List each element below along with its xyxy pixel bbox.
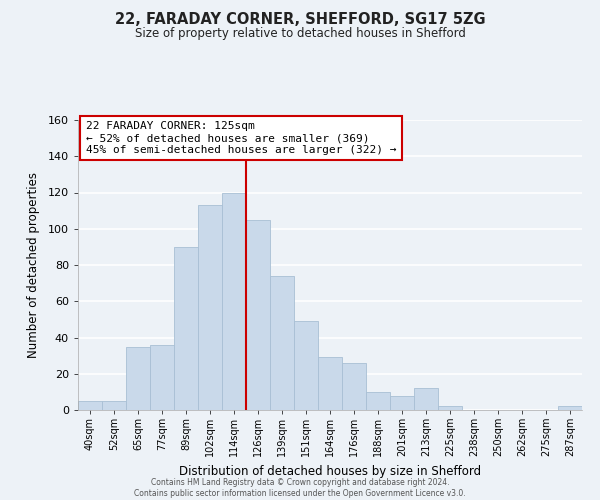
Text: 22, FARADAY CORNER, SHEFFORD, SG17 5ZG: 22, FARADAY CORNER, SHEFFORD, SG17 5ZG xyxy=(115,12,485,28)
Bar xyxy=(78,401,102,410)
Bar xyxy=(174,247,198,410)
Bar xyxy=(222,192,246,410)
Bar xyxy=(366,392,390,410)
Bar xyxy=(102,401,126,410)
Text: 22 FARADAY CORNER: 125sqm
← 52% of detached houses are smaller (369)
45% of semi: 22 FARADAY CORNER: 125sqm ← 52% of detac… xyxy=(86,122,396,154)
Bar xyxy=(342,363,366,410)
Bar xyxy=(198,205,222,410)
Bar xyxy=(270,276,294,410)
Bar xyxy=(318,358,342,410)
Bar xyxy=(438,406,462,410)
X-axis label: Distribution of detached houses by size in Shefford: Distribution of detached houses by size … xyxy=(179,465,481,478)
Bar xyxy=(390,396,414,410)
Bar xyxy=(246,220,270,410)
Text: Contains HM Land Registry data © Crown copyright and database right 2024.
Contai: Contains HM Land Registry data © Crown c… xyxy=(134,478,466,498)
Bar xyxy=(414,388,438,410)
Bar xyxy=(150,345,174,410)
Bar xyxy=(126,346,150,410)
Bar xyxy=(558,406,582,410)
Bar xyxy=(294,321,318,410)
Text: Size of property relative to detached houses in Shefford: Size of property relative to detached ho… xyxy=(134,28,466,40)
Y-axis label: Number of detached properties: Number of detached properties xyxy=(26,172,40,358)
